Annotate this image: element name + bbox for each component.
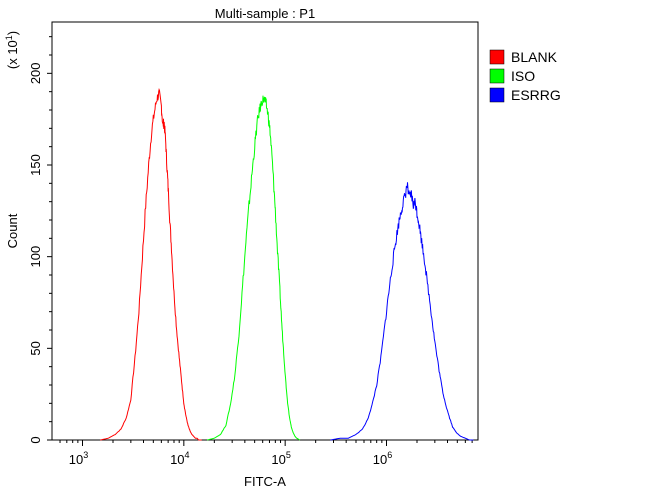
plot-frame bbox=[51, 21, 479, 441]
y-tick-label: 100 bbox=[28, 246, 43, 268]
x-axis-title: FITC-A bbox=[244, 474, 286, 489]
series-line-blank bbox=[100, 87, 202, 441]
y-axis-multiplier: (x 101) bbox=[4, 31, 20, 69]
x-tick-label: 104 bbox=[170, 450, 189, 467]
x-axis: 103 104 105 106 bbox=[59, 440, 473, 467]
series-layer bbox=[100, 87, 474, 441]
y-axis-title: Count bbox=[5, 213, 20, 248]
y-tick-label: 0 bbox=[28, 436, 43, 443]
series-line-esrrg bbox=[330, 182, 474, 441]
y-tick-label: 150 bbox=[28, 154, 43, 176]
legend-label-esrrg: ESRRG bbox=[511, 87, 561, 103]
legend-swatch-iso bbox=[489, 68, 505, 84]
x-tick-label: 103 bbox=[69, 450, 88, 467]
series-line-iso bbox=[207, 95, 301, 441]
legend-label-blank: BLANK bbox=[511, 49, 558, 65]
legend-swatch-blank bbox=[489, 49, 505, 65]
y-tick-label: 200 bbox=[28, 62, 43, 84]
legend-label-iso: ISO bbox=[511, 68, 535, 84]
chart-title: Multi-sample : P1 bbox=[215, 6, 315, 21]
x-tick-label: 105 bbox=[271, 450, 290, 467]
legend: BLANK ISO ESRRG bbox=[489, 49, 561, 103]
y-tick-label: 50 bbox=[28, 341, 43, 355]
y-axis: 0 50 100 150 200 bbox=[28, 36, 52, 444]
x-tick-label: 106 bbox=[373, 450, 392, 467]
legend-swatch-esrrg bbox=[489, 87, 505, 103]
